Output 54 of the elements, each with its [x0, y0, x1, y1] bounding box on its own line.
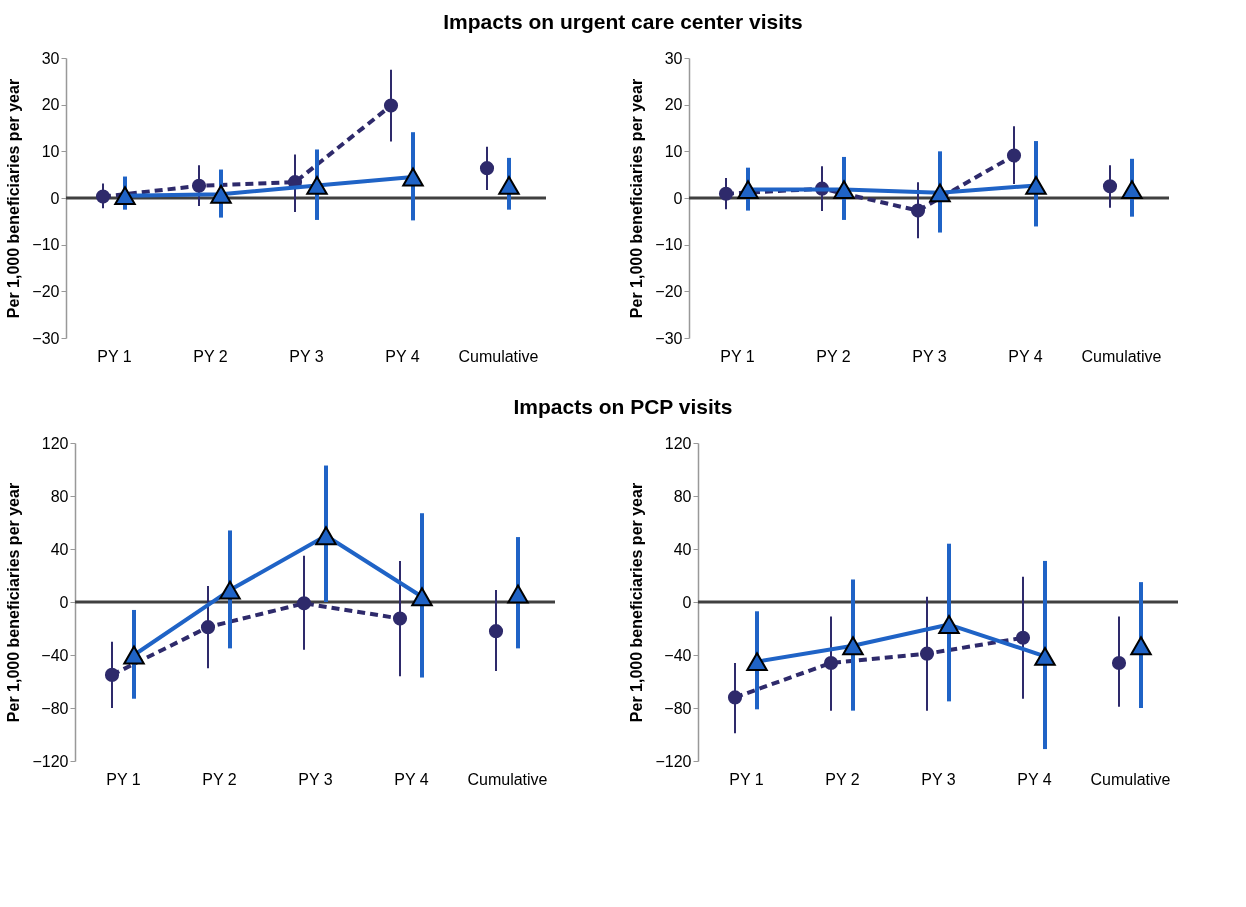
y-axis-title: Per 1,000 beneficiaries per year: [628, 482, 646, 723]
x-tick-label: Cumulative: [1090, 770, 1171, 788]
y-tick-label: −20: [32, 282, 60, 300]
x-tick-label: Cumulative: [467, 770, 548, 788]
y-tick-label: 120: [41, 434, 69, 452]
y-tick-label: −80: [664, 699, 692, 717]
y-tick-label: 0: [682, 593, 692, 611]
y-tick-label: 80: [673, 487, 692, 505]
text: Impacts on PCP visits: [512, 394, 734, 420]
x-tick-label: PY 4: [394, 770, 429, 788]
x-tick-label: PY 4: [1017, 770, 1052, 788]
y-tick-label: 20: [41, 96, 60, 114]
x-tick-label: Cumulative: [1081, 347, 1162, 365]
x-tick-label: PY 1: [729, 770, 764, 788]
y-tick-label: 0: [50, 189, 60, 207]
y-tick-label: 10: [41, 142, 60, 160]
x-tick-label: Cumulative: [458, 347, 539, 365]
x-tick-label: PY 3: [912, 347, 947, 365]
y-tick-label: 120: [664, 434, 692, 452]
x-tick-label: PY 3: [298, 770, 333, 788]
y-tick-label: 0: [673, 189, 683, 207]
y-tick-label: 40: [673, 540, 692, 558]
x-tick-label: PY 4: [385, 347, 420, 365]
y-tick-label: −10: [32, 236, 60, 254]
y-tick-label: −40: [41, 646, 69, 664]
y-tick-label: −30: [32, 329, 60, 347]
y-tick-label: 80: [50, 487, 69, 505]
y-axis-title: Per 1,000 beneficiaries per year: [5, 78, 23, 319]
y-tick-label: 10: [664, 142, 683, 160]
x-tick-label: PY 4: [1008, 347, 1043, 365]
x-tick-label: PY 1: [106, 770, 141, 788]
x-tick-label: PY 1: [97, 347, 132, 365]
y-tick-label: 40: [50, 540, 69, 558]
y-tick-label: 0: [59, 593, 69, 611]
y-tick-label: −120: [32, 752, 69, 770]
y-axis-title: Per 1,000 beneficiaries per year: [5, 482, 23, 723]
y-tick-label: −30: [655, 329, 683, 347]
y-tick-label: 30: [664, 49, 683, 67]
x-tick-label: PY 2: [193, 347, 228, 365]
x-tick-label: PY 3: [921, 770, 956, 788]
y-tick-label: −120: [655, 752, 692, 770]
x-tick-label: PY 3: [289, 347, 324, 365]
y-tick-label: −80: [41, 699, 69, 717]
x-tick-label: PY 2: [825, 770, 860, 788]
y-tick-label: −40: [664, 646, 692, 664]
y-tick-label: 30: [41, 49, 60, 67]
x-tick-label: PY 2: [202, 770, 237, 788]
y-tick-label: −20: [655, 282, 683, 300]
y-tick-label: 20: [664, 96, 683, 114]
x-tick-label: PY 1: [720, 347, 755, 365]
x-tick-label: PY 2: [816, 347, 851, 365]
text: Impacts on urgent care center visits: [442, 9, 804, 35]
y-axis-title: Per 1,000 beneficiaries per year: [628, 78, 646, 319]
y-tick-label: −10: [655, 236, 683, 254]
